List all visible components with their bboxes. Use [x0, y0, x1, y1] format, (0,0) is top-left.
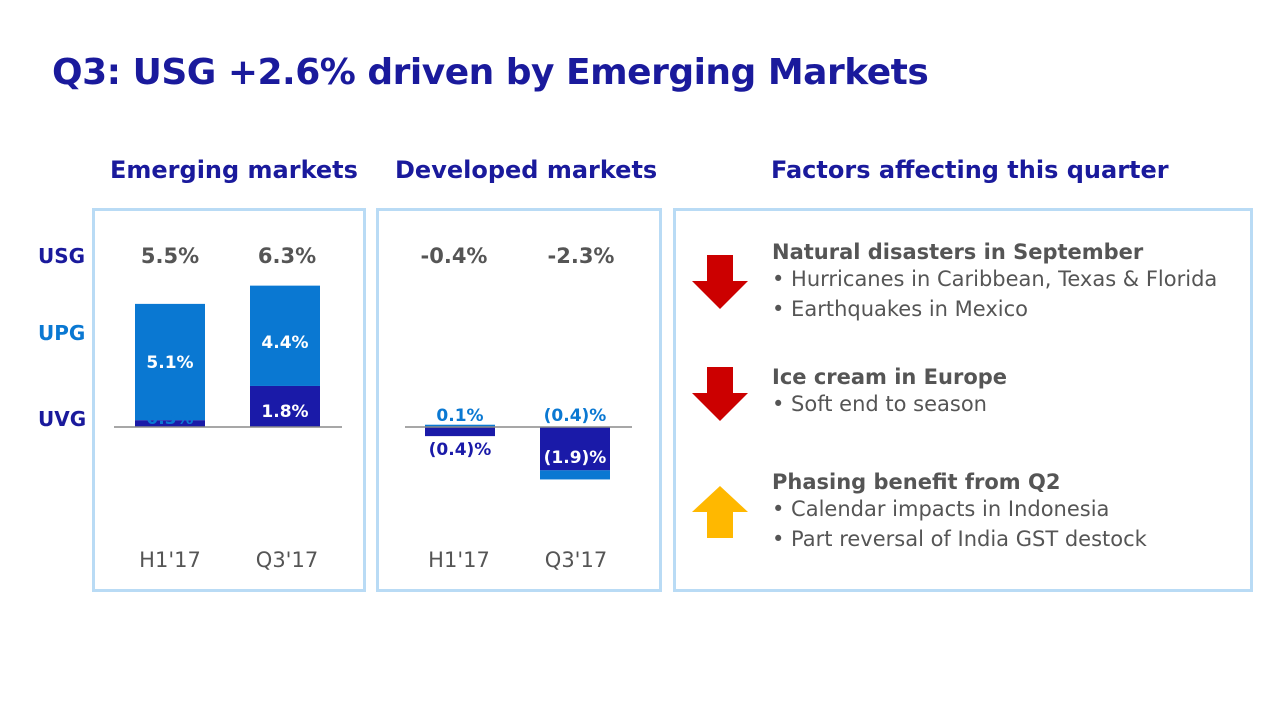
period-label-emerging-h1: H1'17 [139, 548, 201, 572]
period-label-developed-q3: Q3'17 [544, 548, 608, 572]
emerging-bar-upg-1 [250, 285, 320, 386]
developed-markets-panel [376, 208, 662, 592]
developed-bar-upg-1 [540, 470, 610, 480]
down-arrow-icon [692, 255, 748, 309]
developed-bar-uvg-0 [425, 427, 495, 437]
factor-heading: Ice cream in Europe [772, 365, 1008, 389]
factors-heading: Factors affecting this quarter [771, 156, 1169, 184]
usg-value-developed-q3: -2.3% [547, 244, 615, 268]
factor-item: Ice cream in Europe • Soft end to season [772, 365, 1007, 419]
factors-panel [673, 208, 1253, 592]
emerging-bar-uvg-0 [135, 420, 205, 427]
emerging-upg-label-0: 5.1% [146, 353, 193, 373]
emerging-bar-uvg-1 [250, 385, 320, 427]
uvg-row-label: UVG [38, 407, 87, 431]
period-label-emerging-q3: Q3'17 [255, 548, 319, 572]
usg-value-emerging-q3: 6.3% [257, 244, 317, 268]
factor-bullet: • Part reversal of India GST destock [772, 527, 1147, 551]
emerging-upg-label-1: 4.4% [261, 333, 308, 353]
period-label-developed-h1: H1'17 [428, 548, 490, 572]
factor-bullet: • Hurricanes in Caribbean, Texas & Flori… [772, 267, 1218, 291]
emerging-uvg-label-0: 0.3% [146, 409, 193, 429]
emerging-bar-upg-0 [135, 303, 205, 421]
developed-bar-uvg-1 [540, 427, 610, 471]
page-title: Q3: USG +2.6% driven by Emerging Markets [52, 52, 929, 93]
factor-item: Phasing benefit from Q2 • Calendar impact… [772, 470, 1147, 554]
factor-heading: Natural disasters in September [772, 240, 1144, 264]
usg-value-developed-h1: -0.4% [420, 244, 488, 268]
factor-item: Natural disasters in September • Hurrican… [772, 240, 1217, 324]
upg-row-label: UPG [38, 321, 86, 345]
emerging-markets-panel [92, 208, 366, 592]
developed-upg-label-0: 0.1% [436, 406, 483, 426]
factor-bullet: • Calendar impacts in Indonesia [772, 497, 1110, 521]
down-arrow-icon [692, 367, 748, 421]
developed-markets-heading: Developed markets [395, 156, 658, 184]
developed-bar-upg-0 [425, 424, 495, 427]
up-arrow-icon [692, 486, 748, 538]
emerging-uvg-label-1: 1.8% [261, 402, 308, 422]
usg-row-label: USG [38, 244, 86, 268]
factor-bullet: • Soft end to season [772, 392, 987, 416]
usg-value-emerging-h1: 5.5% [140, 244, 200, 268]
developed-uvg-label-0: (0.4)% [429, 440, 492, 460]
emerging-markets-heading: Emerging markets [110, 156, 358, 184]
factor-bullet: • Earthquakes in Mexico [772, 297, 1028, 321]
developed-uvg-label-1: (1.9)% [544, 448, 607, 468]
factor-heading: Phasing benefit from Q2 [772, 470, 1061, 494]
developed-upg-label-1: (0.4)% [544, 406, 607, 426]
